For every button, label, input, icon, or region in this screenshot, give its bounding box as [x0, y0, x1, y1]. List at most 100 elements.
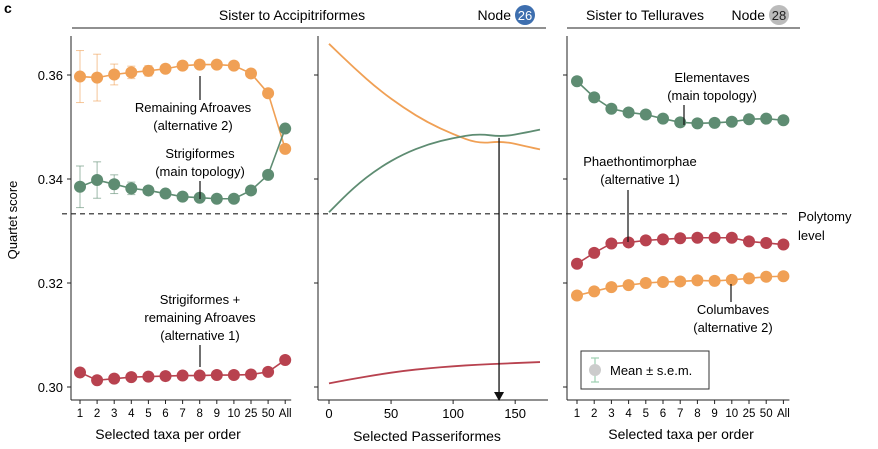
- data-point-right-red: [691, 231, 704, 244]
- x-axis-label-middle: Selected Passeriformes: [353, 428, 501, 444]
- y-tick-label: 0.32: [38, 276, 63, 291]
- node-26-badge: [515, 5, 535, 25]
- x-axis-label-left: Selected taxa per order: [95, 426, 241, 442]
- y-tick-label: 0.36: [38, 68, 63, 83]
- x-tick-label-right: 10: [725, 408, 738, 420]
- y-tick-label: 0.30: [38, 380, 63, 395]
- data-point-right-red: [657, 233, 669, 246]
- data-point-right-green: [725, 115, 738, 128]
- data-point-left-red: [108, 372, 121, 385]
- data-point-right-orange: [674, 275, 687, 288]
- x-tick-label-middle: 150: [504, 406, 526, 421]
- header-right-node-label: Node: [732, 7, 766, 23]
- data-point-right-green: [588, 91, 601, 104]
- data-point-right-green: [691, 117, 704, 130]
- x-tick-label-left: 7: [179, 408, 185, 420]
- x-tick-label-left: 2: [94, 408, 100, 420]
- data-point-left-red: [262, 365, 275, 378]
- data-point-right-red: [622, 236, 635, 249]
- annotation-right-green-line1: Elementaves: [674, 70, 750, 85]
- panel-letter: c: [4, 0, 12, 16]
- node-28-badge: [769, 5, 789, 25]
- x-tick-label-right: 50: [760, 408, 773, 420]
- curve-middle-orange: [328, 43, 541, 151]
- header-left-title: Sister to Accipitriformes: [219, 7, 365, 23]
- data-point-right-red: [777, 238, 790, 251]
- header-left-node-label: Node: [478, 7, 512, 23]
- data-point-left-red: [227, 369, 240, 382]
- data-point-left-green: [262, 168, 275, 181]
- data-point-right-green: [674, 116, 687, 129]
- data-point-left-red: [279, 353, 292, 366]
- legend-marker-icon: [589, 364, 601, 376]
- data-point-left-orange: [159, 62, 172, 75]
- node-26-number: 26: [518, 8, 532, 23]
- data-point-right-green: [777, 114, 790, 127]
- x-tick-label-middle: 100: [442, 406, 464, 421]
- x-tick-label-middle: 50: [384, 406, 398, 421]
- data-point-left-red: [245, 368, 257, 381]
- curve-middle-red: [328, 361, 541, 385]
- data-point-right-red: [725, 231, 738, 244]
- annotation-left-green-line1: Strigiformes: [165, 146, 235, 161]
- data-point-left-orange: [125, 66, 138, 79]
- axes-layer: 0.300.320.340.361 2 3 4 5 6 7 8 9 10 25 50 All 1 2 3 4 5 6…: [38, 36, 790, 421]
- data-point-right-red: [639, 234, 652, 247]
- polytomy-label-line1: Polytomy: [798, 209, 852, 224]
- x-tick-label-right: 3: [608, 408, 614, 420]
- annotation-left-orange-line1: Remaining Afroaves: [135, 100, 252, 115]
- data-point-right-green: [743, 113, 755, 126]
- data-point-left-green: [108, 178, 121, 191]
- data-point-left-orange: [262, 87, 275, 100]
- x-tick-label-right: 9: [711, 408, 717, 420]
- data-point-left-red: [210, 369, 223, 382]
- x-tick-label-right: 8: [694, 408, 700, 420]
- annotation-right-red-line1: Phaethontimorphae: [583, 154, 696, 169]
- data-point-right-orange: [743, 272, 755, 285]
- y-tick-label: 0.34: [38, 172, 63, 187]
- data-point-left-green: [227, 192, 240, 205]
- data-point-left-red: [125, 371, 138, 384]
- data-point-left-orange: [91, 71, 104, 84]
- data-point-left-orange: [74, 70, 86, 83]
- x-tick-label-left: 6: [162, 408, 168, 420]
- data-point-left-red: [159, 370, 172, 383]
- data-point-right-red: [743, 235, 755, 248]
- data-point-left-green: [210, 192, 223, 205]
- legend-box: [580, 350, 710, 390]
- header-right-title: Sister to Telluraves: [586, 7, 704, 23]
- data-point-left-green: [142, 184, 155, 197]
- data-point-right-orange: [760, 270, 773, 283]
- y-axis-label: Quartet score: [5, 181, 20, 260]
- data-point-right-orange: [725, 273, 738, 286]
- x-tick-label-left: 50: [262, 408, 275, 420]
- annotation-right-green-line2: (main topology): [667, 88, 757, 103]
- x-tick-label-left: 4: [128, 408, 135, 420]
- data-point-right-green: [760, 112, 773, 125]
- annotation-left-red-line2: remaining Afroaves: [144, 310, 256, 325]
- annotation-left-red-line3: (alternative 1): [160, 328, 239, 343]
- curve-middle-green: [328, 128, 541, 213]
- data-point-right-green: [622, 106, 635, 119]
- data-point-left-orange: [210, 58, 223, 71]
- data-point-right-red: [571, 257, 583, 270]
- data-point-right-green: [708, 116, 721, 129]
- data-point-left-orange: [176, 59, 189, 72]
- x-tick-label-right: 4: [625, 408, 632, 420]
- data-point-left-green: [125, 182, 138, 195]
- x-tick-label-left: 10: [228, 408, 241, 420]
- data-point-left-orange: [108, 68, 121, 81]
- annotation-left-red-line1: Strigiformes +: [160, 292, 241, 307]
- arrow-head: [494, 392, 505, 401]
- data-point-left-orange: [227, 59, 240, 72]
- data-point-right-green: [605, 102, 618, 115]
- data-point-right-orange: [605, 281, 618, 294]
- data-point-right-green: [639, 108, 652, 121]
- data-point-left-red: [176, 369, 189, 382]
- data-point-right-orange: [657, 275, 669, 288]
- data-point-right-red: [708, 231, 721, 244]
- x-tick-label-left: 5: [145, 408, 151, 420]
- data-point-left-red: [193, 369, 206, 382]
- node-28-number: 28: [772, 8, 786, 23]
- data-point-right-orange: [708, 274, 721, 287]
